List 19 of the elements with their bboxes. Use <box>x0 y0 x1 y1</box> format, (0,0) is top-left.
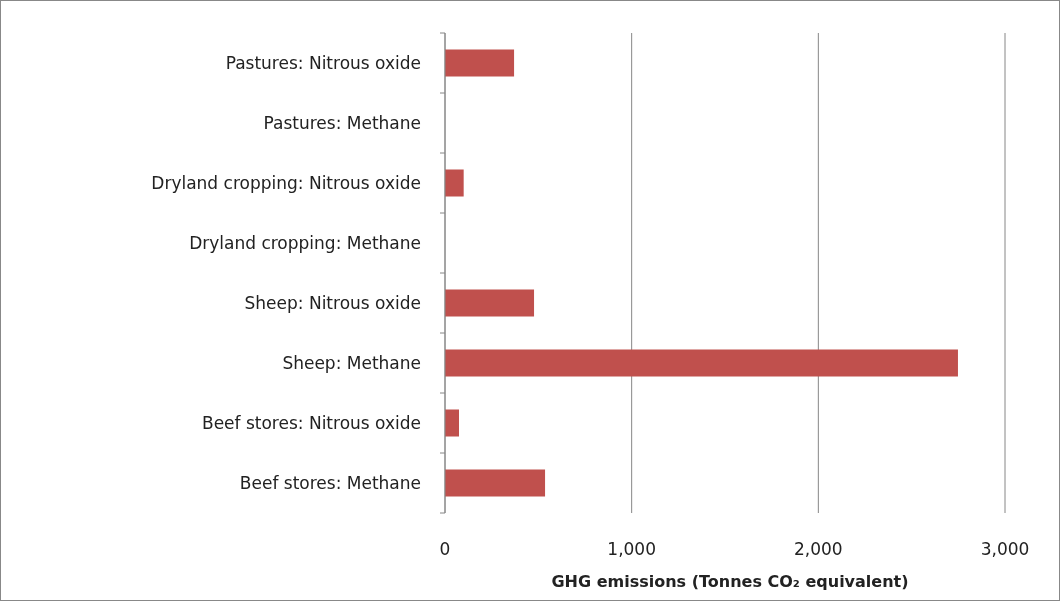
x-tick-label: 0 <box>439 539 451 559</box>
bar <box>445 349 958 377</box>
y-tick-label: Sheep: Nitrous oxide <box>244 292 421 313</box>
y-tick-label: Dryland cropping: Methane <box>189 232 421 253</box>
bar <box>445 469 546 497</box>
y-tick-label: Dryland cropping: Nitrous oxide <box>151 172 421 193</box>
x-tick-label: 1,000 <box>607 539 656 559</box>
y-tick-label: Beef stores: Methane <box>239 472 421 493</box>
y-tick-label: Pastures: Methane <box>263 112 421 133</box>
x-axis-title: GHG emissions (Tonnes CO₂ equivalent) <box>551 572 909 591</box>
bar <box>445 169 464 197</box>
bar <box>445 289 535 317</box>
y-tick-label: Pastures: Nitrous oxide <box>225 52 421 73</box>
y-tick-label: Sheep: Methane <box>282 352 421 373</box>
y-tick-label: Beef stores: Nitrous oxide <box>201 412 421 433</box>
bar <box>445 409 459 437</box>
x-tick-label: 3,000 <box>980 539 1030 559</box>
x-tick-label: 2,000 <box>794 539 843 559</box>
bar <box>445 49 515 77</box>
